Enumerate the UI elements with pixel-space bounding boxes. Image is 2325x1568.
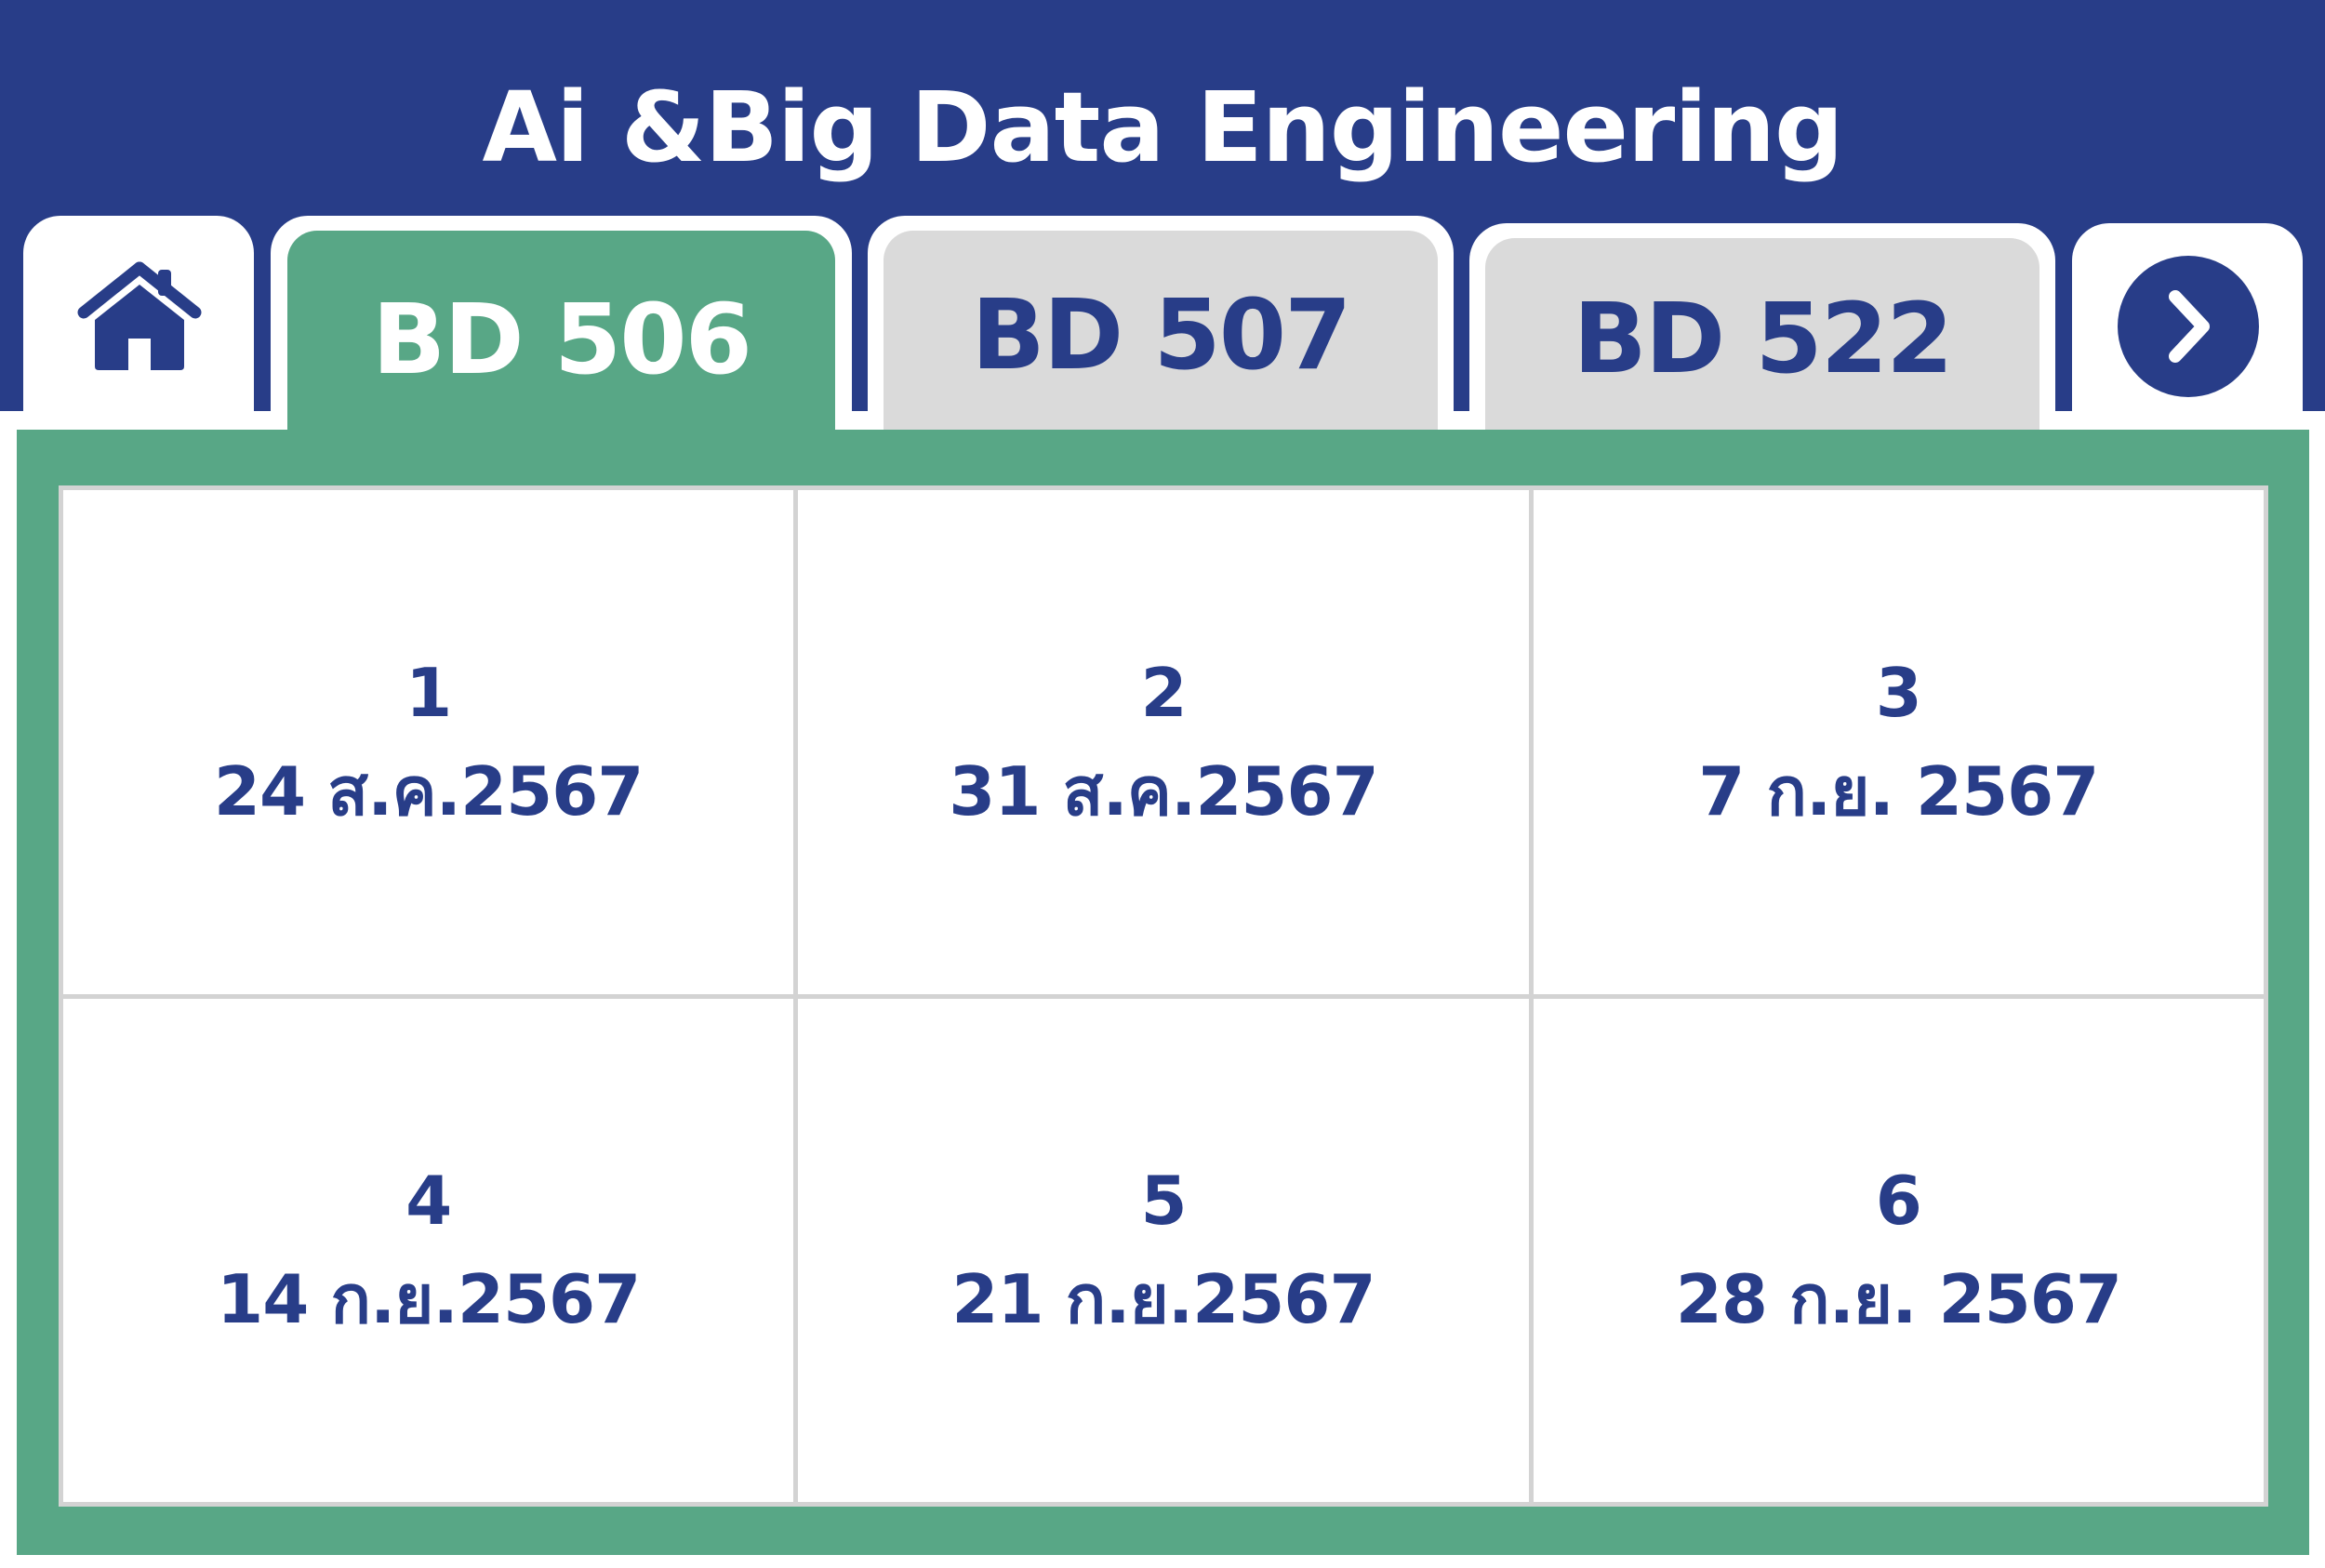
session-date: 28 ก.ย. 2567 bbox=[1675, 1260, 2122, 1339]
tab-bd522-label: BD 522 bbox=[1485, 238, 2039, 439]
session-number: 3 bbox=[1875, 653, 1922, 732]
schedule-grid: 1 24 ส.ค.2567 2 31 ส.ค.2567 3 7 ก.ย. 256… bbox=[59, 485, 2268, 1507]
schedule-cell[interactable]: 2 31 ส.ค.2567 bbox=[798, 490, 1529, 994]
session-date: 31 ส.ค.2567 bbox=[949, 751, 1378, 831]
tab-bd506[interactable]: BD 506 bbox=[271, 216, 852, 448]
schedule-cell[interactable]: 6 28 ก.ย. 2567 bbox=[1533, 998, 2264, 1502]
session-date: 7 ก.ย. 2567 bbox=[1698, 751, 2099, 831]
session-date: 24 ส.ค.2567 bbox=[213, 751, 644, 831]
chevron-right-icon bbox=[2118, 256, 2259, 397]
session-number: 5 bbox=[1140, 1162, 1187, 1241]
session-date: 21 ก.ย.2567 bbox=[951, 1260, 1375, 1339]
home-tab[interactable] bbox=[23, 216, 254, 439]
session-number: 6 bbox=[1875, 1162, 1922, 1241]
session-date: 14 ก.ย.2567 bbox=[217, 1260, 641, 1339]
next-tab[interactable] bbox=[2072, 223, 2303, 439]
schedule-cell[interactable]: 1 24 ส.ค.2567 bbox=[63, 490, 794, 994]
session-number: 1 bbox=[405, 653, 452, 732]
schedule-cell[interactable]: 4 14 ก.ย.2567 bbox=[63, 998, 794, 1502]
schedule-cell[interactable]: 5 21 ก.ย.2567 bbox=[798, 998, 1529, 1502]
tab-bd507[interactable]: BD 507 bbox=[868, 216, 1454, 439]
tab-bd506-label: BD 506 bbox=[287, 231, 835, 448]
schedule-cell[interactable]: 3 7 ก.ย. 2567 bbox=[1533, 490, 2264, 994]
session-number: 4 bbox=[405, 1162, 452, 1241]
session-number: 2 bbox=[1140, 653, 1187, 732]
tab-bd507-label: BD 507 bbox=[884, 231, 1438, 439]
home-icon bbox=[77, 261, 202, 370]
page-title: Ai &Big Data Engineering bbox=[482, 71, 1844, 184]
tab-bd522[interactable]: BD 522 bbox=[1469, 223, 2055, 439]
